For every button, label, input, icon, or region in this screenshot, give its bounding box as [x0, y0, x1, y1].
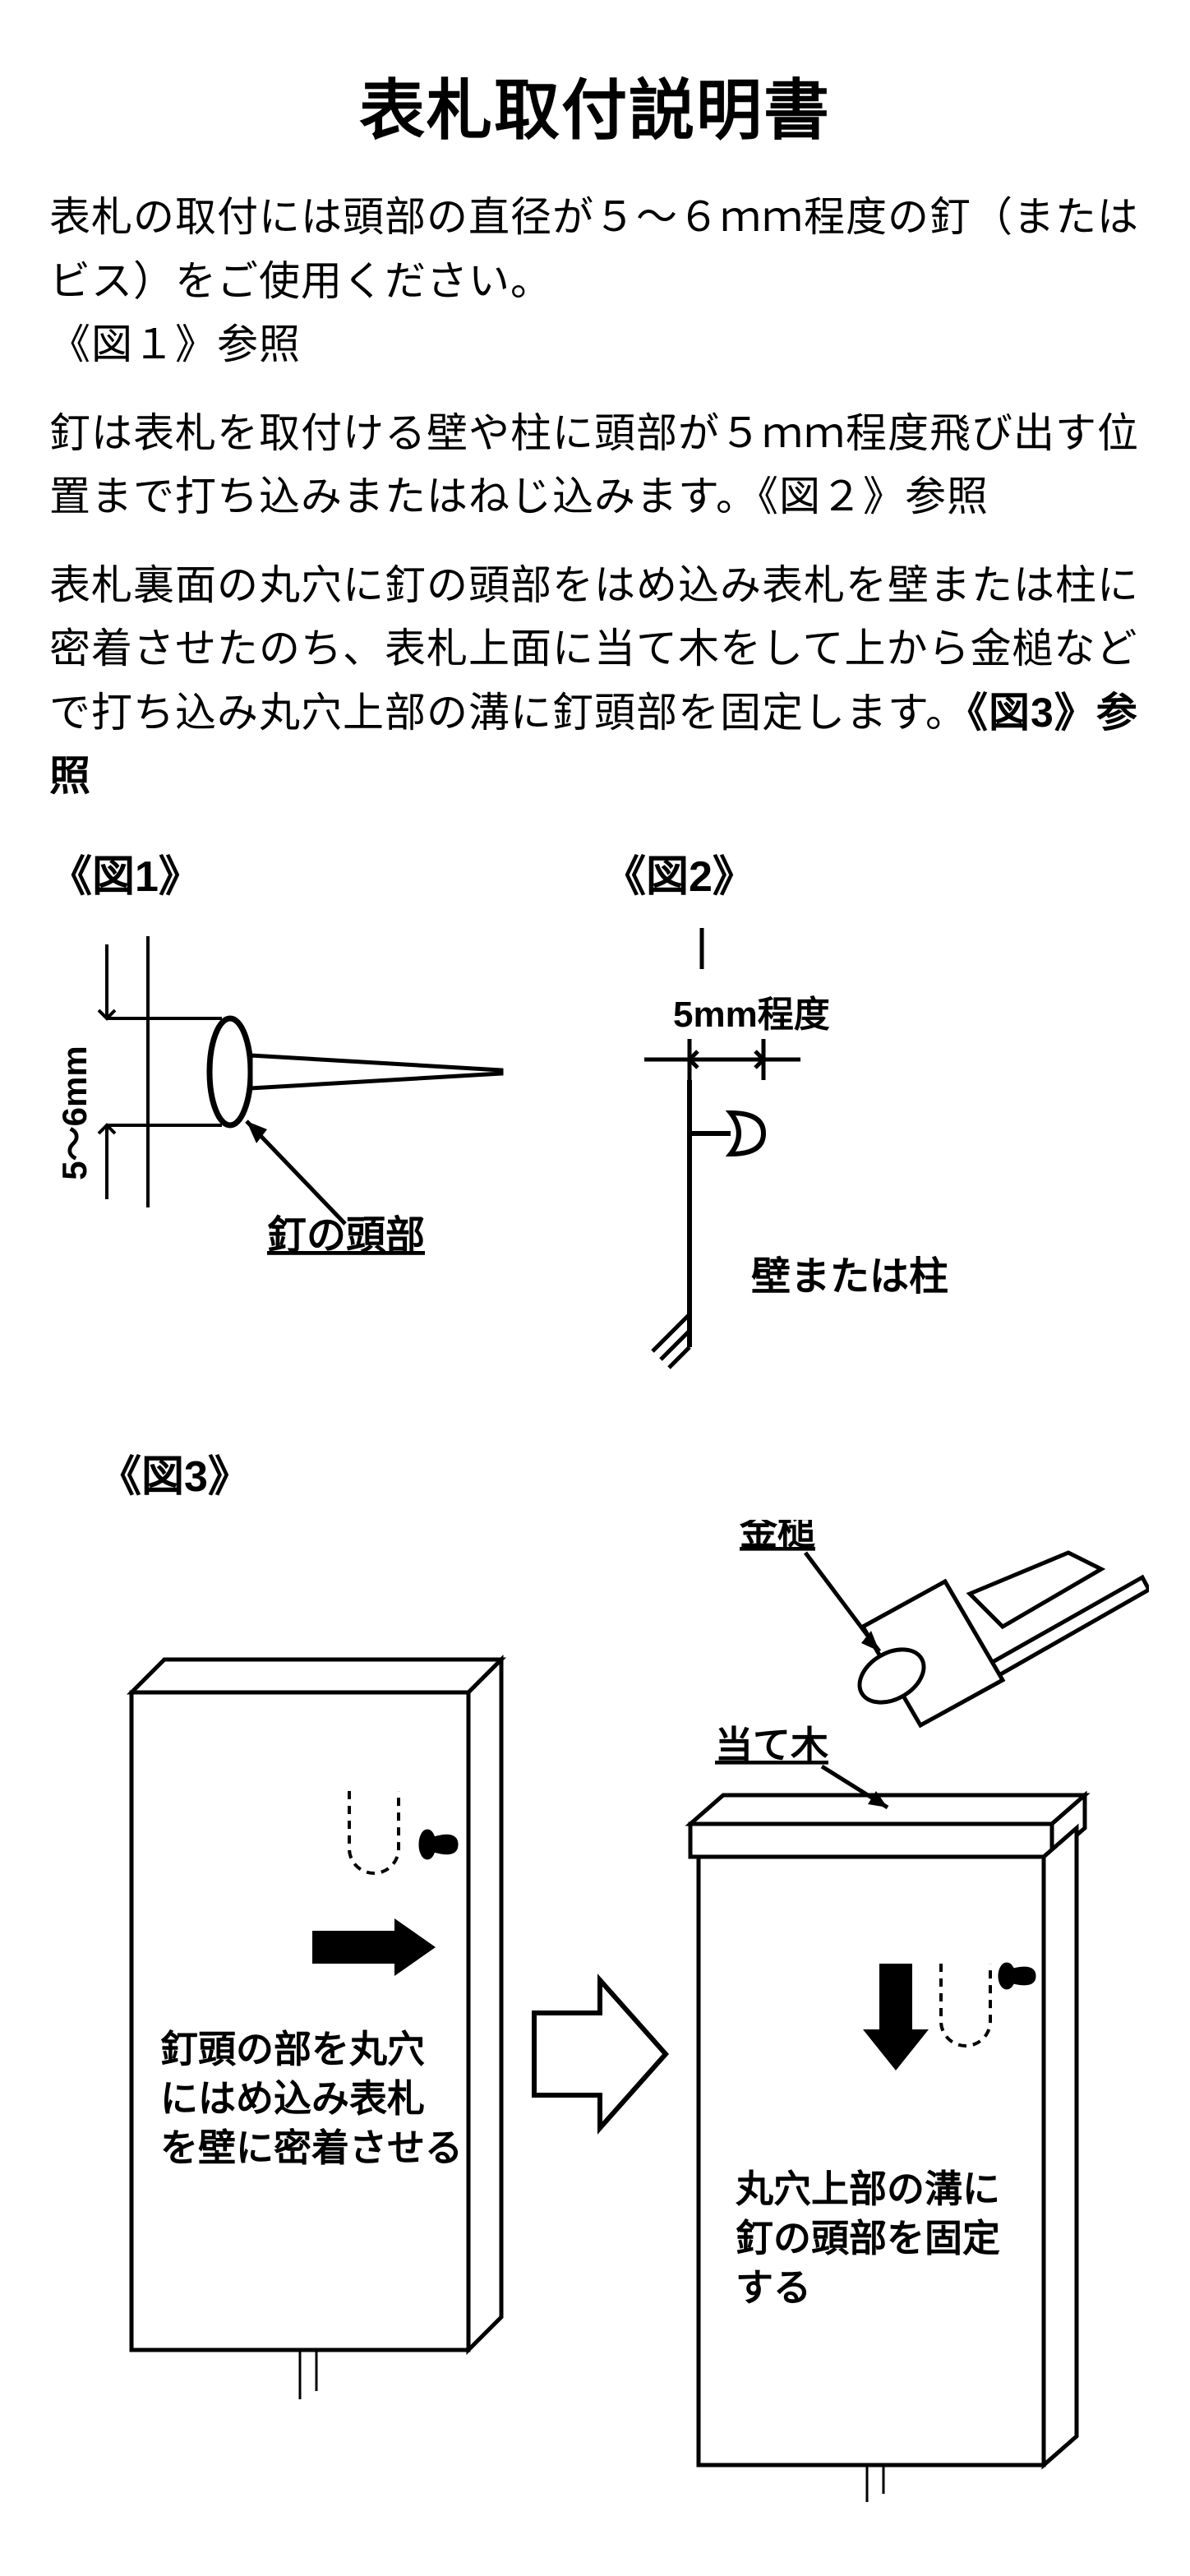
fig3-right-plate — [690, 1795, 1085, 2502]
fig3-left-text-2: にはめ込み表札 — [160, 2077, 425, 2120]
figure-3-section: 《図3》 — [41, 1442, 1149, 2510]
paragraph-2: 釘は表札を取付ける壁や柱に頭部が５ｍｍ程度飛び出す位置まで打ち込みまたはねじ込み… — [49, 402, 1141, 529]
figure-1-label: 《図1》 — [49, 842, 595, 903]
document-title: 表札取付説明書 — [41, 58, 1149, 153]
paragraph-3: 表札裏面の丸穴に釘の頭部をはめ込み表札を壁または柱に密着させたのち、表札上面に当… — [49, 554, 1141, 809]
page: 表札取付説明書 表札の取付には頭部の直径が５〜６ｍｍ程度の釘（またはビス）をご使… — [0, 0, 1190, 2576]
fig1-callout: 釘の頭部 — [267, 1214, 425, 1258]
fig2-dim-text: 5mm程度 — [673, 995, 830, 1035]
fig3-left-text-3: を壁に密着させる — [160, 2126, 463, 2169]
figure-1-column: 《図1》 5〜6mm — [41, 833, 595, 1384]
fig1-dim-text: 5〜6mm — [55, 1046, 94, 1180]
fig3-right-text-1: 丸穴上部の溝に — [735, 2167, 1000, 2210]
fig3-right-text-2: 釘の頭部を固定 — [736, 2217, 1000, 2260]
figure-1-diagram: 5〜6mm — [41, 920, 583, 1265]
fig3-right-text-3: する — [736, 2266, 811, 2309]
fig3-left-text-1: 釘頭の部を丸穴 — [160, 2028, 425, 2070]
hammer-icon — [851, 1553, 1149, 1725]
process-arrow-icon — [534, 1980, 666, 2128]
nail-head-icon — [210, 1018, 251, 1125]
figure-2-diagram: 5mm程度 — [595, 920, 1121, 1380]
paragraph-1: 表札の取付には頭部の直径が５〜６ｍｍ程度の釘（またはビス）をご使用ください。 《… — [49, 186, 1141, 377]
fig2-callout: 壁または柱 — [751, 1255, 948, 1299]
figure-2-column: 《図2》 5mm程度 — [595, 833, 1149, 1384]
fig3-spacer-label: 当て木 — [715, 1724, 828, 1766]
figure-3-label: 《図3》 — [99, 1442, 1149, 1503]
figure-3-diagram: 釘頭の部を丸穴 にはめ込み表札 を壁に密着させる 金槌 — [41, 1520, 1149, 2506]
figures-row-1-2: 《図1》 5〜6mm — [41, 833, 1149, 1384]
fig3-hammer-label: 金槌 — [739, 1520, 815, 1553]
figure-2-label: 《図2》 — [603, 842, 1149, 903]
